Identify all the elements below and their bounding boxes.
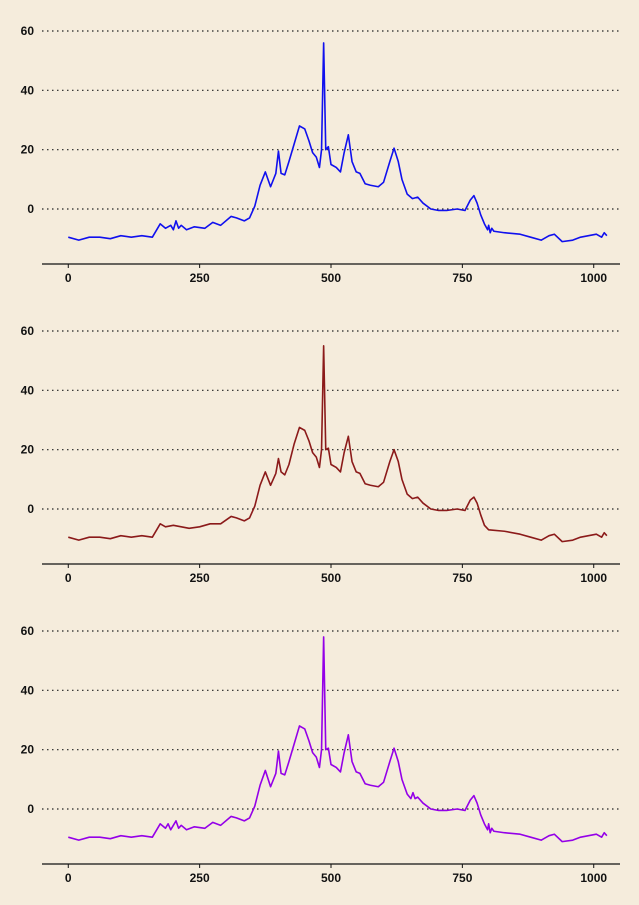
x-tick-label-panel-2: 500	[321, 571, 341, 585]
x-tick-label-panel-3: 250	[190, 871, 210, 885]
y-tick-label-panel-1: 20	[21, 143, 35, 157]
y-tick-label-panel-3: 40	[21, 683, 35, 697]
y-tick-label-panel-2: 0	[27, 502, 34, 516]
x-tick-label-panel-2: 0	[65, 571, 72, 585]
y-tick-label-panel-2: 40	[21, 383, 35, 397]
x-tick-label-panel-3: 0	[65, 871, 72, 885]
x-tick-label-panel-2: 250	[190, 571, 210, 585]
x-tick-label-panel-1: 0	[65, 271, 72, 285]
y-tick-label-panel-2: 20	[21, 443, 35, 457]
x-tick-label-panel-2: 750	[452, 571, 472, 585]
x-tick-label-panel-1: 750	[452, 271, 472, 285]
y-tick-label-panel-1: 60	[21, 24, 35, 38]
series-line-panel-2	[68, 345, 608, 543]
series-line-panel-1	[68, 42, 608, 243]
x-tick-label-panel-1: 1000	[580, 271, 607, 285]
series-line-panel-3	[68, 636, 608, 843]
y-tick-label-panel-1: 0	[27, 202, 34, 216]
y-tick-label-panel-1: 40	[21, 83, 35, 97]
x-tick-label-panel-2: 1000	[580, 571, 607, 585]
y-tick-label-panel-3: 60	[21, 624, 35, 638]
x-tick-label-panel-1: 500	[321, 271, 341, 285]
x-tick-label-panel-3: 750	[452, 871, 472, 885]
y-tick-label-panel-3: 0	[27, 802, 34, 816]
y-tick-label-panel-3: 20	[21, 743, 35, 757]
x-tick-label-panel-3: 500	[321, 871, 341, 885]
x-tick-label-panel-3: 1000	[580, 871, 607, 885]
x-tick-label-panel-1: 250	[190, 271, 210, 285]
y-tick-label-panel-2: 60	[21, 324, 35, 338]
